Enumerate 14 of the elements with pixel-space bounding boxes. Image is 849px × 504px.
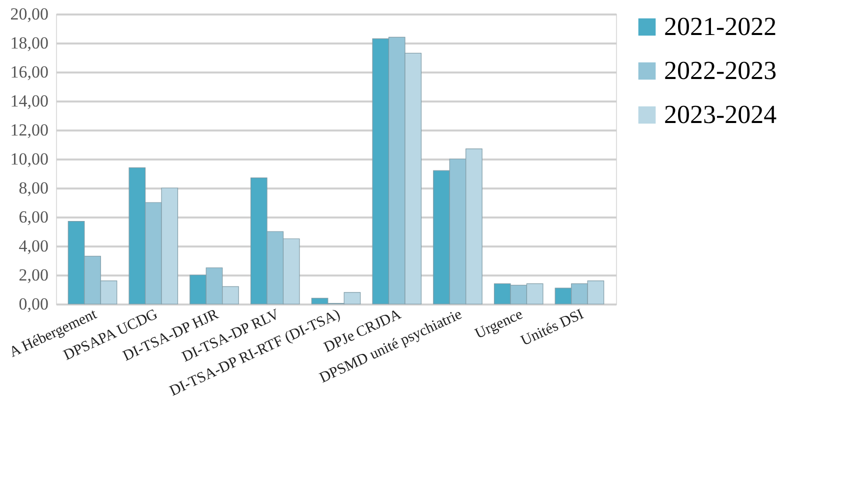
y-tick-label: 4,00 (18, 236, 48, 256)
y-tick-label: 12,00 (10, 120, 48, 140)
y-tick-label: 16,00 (10, 62, 48, 82)
y-tick-label: 8,00 (18, 178, 48, 198)
y-tick-label: 10,00 (10, 150, 48, 168)
legend-label: 2023-2024 (664, 100, 777, 129)
y-tick-label: 6,00 (18, 208, 48, 226)
y-tick-label: 2,00 (18, 266, 48, 284)
legend-label: 2022-2023 (664, 56, 777, 85)
legend-label: 2021-2022 (664, 12, 777, 41)
y-tick-label: 0,00 (18, 294, 48, 314)
y-tick-label: 14,00 (10, 92, 48, 110)
y-tick-label: 18,00 (10, 34, 48, 52)
y-tick-label: 20,00 (10, 4, 48, 24)
